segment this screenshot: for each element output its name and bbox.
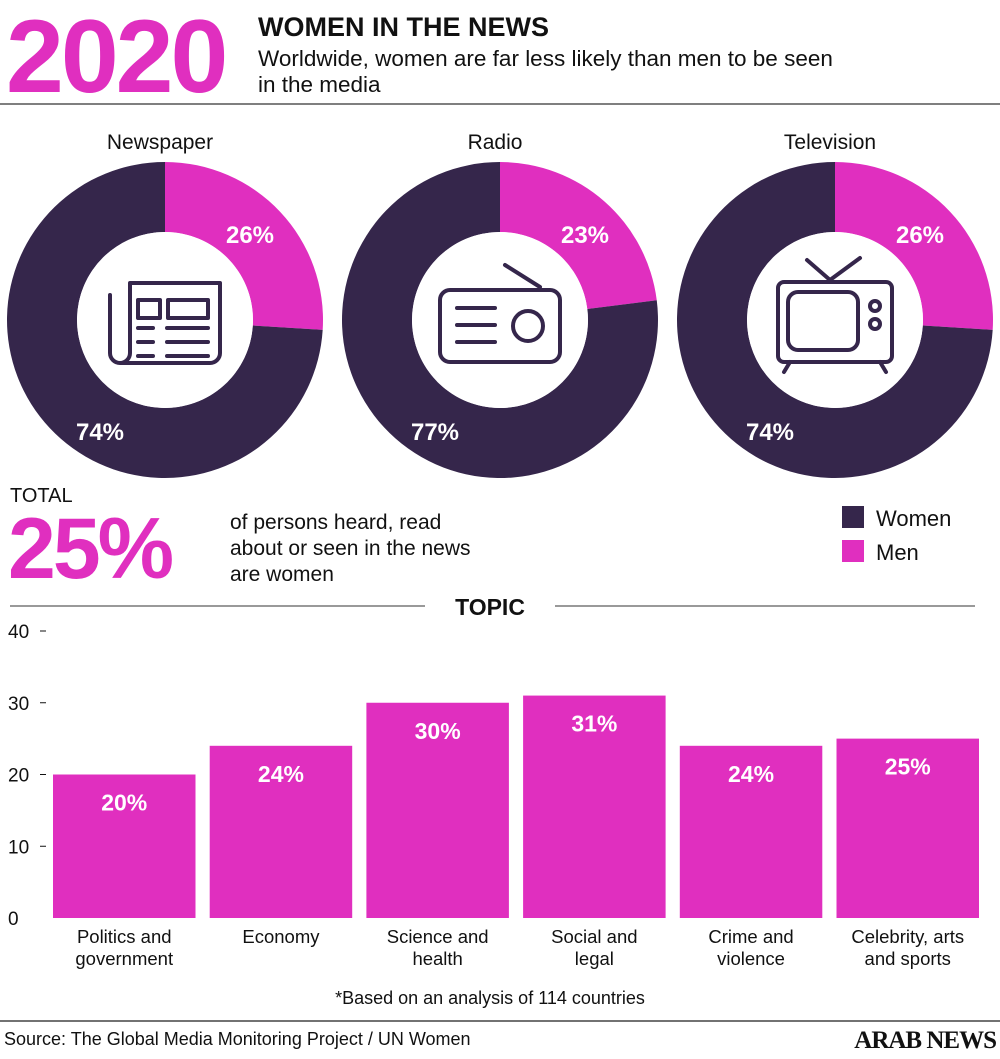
bar-value-label: 24% bbox=[728, 761, 774, 787]
donut-label-women: 74% bbox=[76, 419, 124, 446]
donut-slice-women bbox=[677, 162, 993, 478]
x-category-label: Social and bbox=[551, 926, 637, 947]
tv-knob bbox=[868, 317, 882, 331]
newspaper-photo bbox=[136, 298, 162, 320]
source-text: Source: The Global Media Monitoring Proj… bbox=[4, 1029, 471, 1049]
x-category-label: violence bbox=[717, 948, 785, 969]
tv-knob bbox=[868, 299, 882, 313]
x-category-label: Politics and bbox=[77, 926, 172, 947]
newspaper-outline bbox=[108, 281, 222, 365]
donut-label-women: 77% bbox=[411, 419, 459, 446]
y-tick-label: 10 bbox=[8, 837, 29, 858]
x-category-label: health bbox=[412, 948, 462, 969]
bar-2 bbox=[366, 702, 509, 918]
bar-5 bbox=[836, 738, 979, 918]
x-category-label: Science and bbox=[387, 926, 489, 947]
donut-slice-men bbox=[500, 162, 657, 309]
y-tick-label: 20 bbox=[8, 766, 29, 787]
x-category-label: Economy bbox=[242, 926, 320, 947]
tv-legs bbox=[782, 360, 888, 374]
newspaper-headline bbox=[166, 298, 210, 320]
x-category-label: Crime and bbox=[708, 926, 793, 947]
donut-radio: Radio 23% 77% bbox=[342, 131, 658, 478]
year-heading: 2020 bbox=[6, 0, 225, 115]
bar-value-label: 25% bbox=[885, 754, 931, 780]
legend-swatch-women bbox=[842, 506, 864, 528]
donut-newspaper: Newspaper 26% 74% bbox=[7, 131, 323, 478]
bar-value-label: 30% bbox=[415, 718, 461, 744]
donut-charts: Newspaper 26% 74% Radio 23% 77% Television 26% 7… bbox=[7, 131, 993, 478]
bar-4 bbox=[679, 745, 823, 918]
radio-antenna bbox=[503, 263, 542, 289]
bar-0 bbox=[53, 774, 196, 918]
donut-slice-men bbox=[835, 162, 993, 330]
legend-label-men: Men bbox=[876, 540, 919, 565]
donut-television: Television 26% 74% bbox=[677, 131, 993, 478]
total-label: TOTAL bbox=[10, 485, 73, 507]
bar-value-label: 24% bbox=[258, 761, 304, 787]
total-desc-line-1: of persons heard, read bbox=[230, 511, 441, 534]
x-category-label: Celebrity, arts bbox=[851, 926, 964, 947]
page-title: WOMEN IN THE NEWS bbox=[258, 12, 549, 42]
arab-news-logo: ARAB NEWS bbox=[854, 1027, 996, 1054]
tv-screen bbox=[786, 290, 860, 352]
newspaper-icon bbox=[108, 281, 222, 365]
tv-icon bbox=[776, 256, 894, 374]
radio-dial bbox=[511, 309, 545, 343]
footnote: *Based on an analysis of 114 countries bbox=[335, 988, 645, 1008]
radio-icon bbox=[438, 263, 562, 364]
tv-body bbox=[776, 280, 894, 364]
bar-3 bbox=[523, 695, 666, 918]
y-tick-label: 30 bbox=[8, 694, 29, 715]
x-category-label: legal bbox=[575, 948, 614, 969]
subtitle-line-2: in the media bbox=[258, 72, 381, 97]
donut-hole bbox=[747, 232, 923, 408]
radio-body bbox=[438, 288, 562, 364]
donut-slice-women bbox=[7, 162, 323, 478]
total-desc-line-3: are women bbox=[230, 563, 334, 586]
donut-title: Television bbox=[784, 131, 876, 154]
donut-label-men: 26% bbox=[896, 222, 944, 249]
total-value: 25% bbox=[8, 501, 173, 597]
donut-label-women: 74% bbox=[746, 419, 794, 446]
donut-title: Radio bbox=[468, 131, 523, 154]
donut-title: Newspaper bbox=[107, 131, 213, 154]
bar-chart-title: TOPIC bbox=[455, 594, 525, 620]
total-desc-line-2: about or seen in the news bbox=[230, 537, 471, 560]
bar-value-label: 31% bbox=[571, 711, 617, 737]
y-tick-label: 0 bbox=[8, 909, 19, 930]
legend-label-women: Women bbox=[876, 506, 951, 531]
donut-hole bbox=[77, 232, 253, 408]
donut-label-men: 23% bbox=[561, 222, 609, 249]
x-category-label: and sports bbox=[865, 948, 951, 969]
legend-swatch-men bbox=[842, 540, 864, 562]
subtitle-line-1: Worldwide, women are far less likely tha… bbox=[258, 46, 833, 71]
donut-label-men: 26% bbox=[226, 222, 274, 249]
donut-slice-men bbox=[165, 162, 323, 330]
bar-value-label: 20% bbox=[101, 790, 147, 816]
y-tick-label: 40 bbox=[8, 622, 29, 643]
bar-1 bbox=[209, 745, 353, 918]
x-category-label: government bbox=[75, 948, 173, 969]
donut-slice-women bbox=[342, 161, 658, 478]
